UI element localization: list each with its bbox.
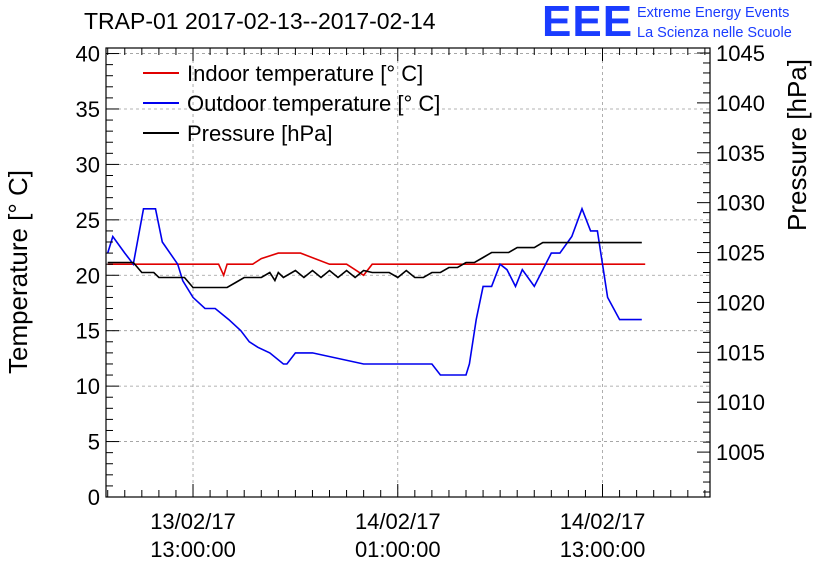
y-tick-label: 25 (76, 208, 100, 233)
y2-tick-label: 1005 (716, 440, 765, 465)
project-name-line2: La Scienza nelle Scuole (637, 25, 792, 41)
eee-logo: EEE (542, 0, 634, 46)
legend-label-2: Outdoor temperature [° C] (187, 91, 440, 116)
y2-tick-label: 1040 (716, 91, 765, 116)
project-name-line1: Extreme Energy Events (637, 5, 790, 21)
y2-tick-label: 1015 (716, 340, 765, 365)
y-tick-label: 30 (76, 152, 100, 177)
y-tick-label: 0 (88, 485, 100, 510)
y-tick-label: 20 (76, 263, 100, 288)
y2-tick-label: 1010 (716, 390, 765, 415)
y2-tick-label: 1035 (716, 141, 765, 166)
y2-tick-label: 1025 (716, 241, 765, 266)
y-axis-title: Temperature [° C] (3, 170, 33, 374)
series-line-3 (107, 241, 642, 289)
x-tick-label-time: 13:00:00 (150, 537, 236, 562)
x-tick-label-time: 01:00:00 (355, 537, 441, 562)
y-tick-label: 10 (76, 374, 100, 399)
series-line-2 (106, 206, 642, 376)
y2-axis-title: Pressure [hPa] (782, 59, 812, 231)
legend-label-3: Pressure [hPa] (187, 121, 333, 146)
y-tick-label: 5 (88, 430, 100, 455)
y2-tick-label: 1020 (716, 290, 765, 315)
y-tick-label: 40 (76, 42, 100, 67)
x-tick-label-date: 13/02/17 (150, 509, 236, 534)
x-tick-label-date: 14/02/17 (560, 509, 646, 534)
y2-tick-label: 1030 (716, 191, 765, 216)
series-layer (106, 206, 646, 376)
y-tick-label: 35 (76, 97, 100, 122)
legend: Indoor temperature [° C] Outdoor temperat… (143, 61, 440, 146)
grid-layer (106, 48, 710, 497)
series-line-1 (107, 252, 646, 278)
legend-label-1: Indoor temperature [° C] (187, 61, 423, 86)
chart-title: TRAP-01 2017-02-13--2017-02-14 (84, 8, 436, 34)
x-tick-label-time: 13:00:00 (560, 537, 646, 562)
x-tick-label-date: 14/02/17 (355, 509, 441, 534)
y-tick-label: 15 (76, 319, 100, 344)
axis-layer: 0510152025303540100510101015102010251030… (76, 41, 765, 562)
y2-tick-label: 1045 (716, 41, 765, 66)
